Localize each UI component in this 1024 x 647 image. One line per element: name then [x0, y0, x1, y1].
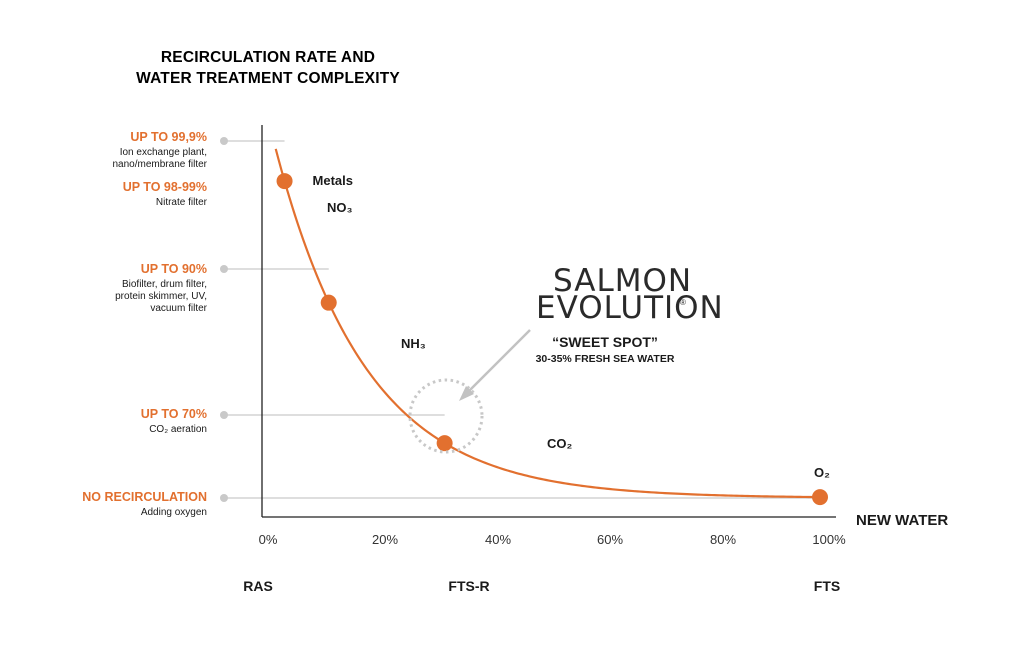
level-guide-dot [220, 494, 228, 502]
data-point [320, 294, 337, 311]
x-axis-label: NEW WATER [856, 512, 948, 529]
level-guides [220, 137, 820, 502]
level-labels: UP TO 99,9% Ion exchange plant,nano/membr… [82, 130, 207, 518]
x-tick-label: 40% [485, 532, 511, 547]
level-description: Adding oxygen [141, 507, 207, 518]
registered-mark: ® [680, 298, 686, 307]
data-point [812, 489, 828, 506]
param-label-o2: O₂ [814, 465, 830, 480]
zone-labels: RAS FTS-R FTS [243, 578, 840, 594]
x-tick-label: 100% [812, 532, 846, 547]
x-ticks: 0% 20% 40% 60% 80% 100% [259, 532, 846, 547]
level-description: Ion exchange plant, [120, 147, 207, 158]
point-label: Metals [313, 173, 353, 188]
level-description: protein skimmer, UV, [115, 291, 207, 302]
brand-logo-line-2: EVOLUTION [536, 290, 724, 326]
sweet-spot-callout: SALMON EVOLUTION ® “SWEET SPOT” 30-35% F… [408, 263, 724, 454]
level-description: Biofilter, drum filter, [122, 279, 207, 290]
level-guide-dot [220, 137, 228, 145]
data-point [436, 435, 453, 452]
level-description: nano/membrane filter [113, 159, 208, 170]
zone-label: FTS-R [448, 578, 489, 594]
brand-logo-line-1: SALMON [553, 263, 692, 299]
param-label-co2: CO₂ [547, 436, 573, 451]
sweet-spot-subtitle: 30-35% FRESH SEA WATER [536, 353, 675, 365]
level-description: vacuum filter [150, 303, 207, 314]
level-title: NO RECIRCULATION [82, 490, 207, 504]
param-label-no3: NO₃ [327, 200, 353, 215]
sweet-spot-arrow-line [462, 329, 531, 398]
data-points: Metals [276, 173, 828, 506]
level-title: UP TO 99,9% [130, 130, 207, 144]
level-guide-dot [220, 411, 228, 419]
axes [261, 125, 836, 518]
x-tick-label: 60% [597, 532, 623, 547]
x-tick-label: 0% [259, 532, 278, 547]
sweet-spot-circle [408, 378, 484, 454]
level-description: Nitrate filter [156, 197, 208, 208]
chart-title-line-1: RECIRCULATION RATE AND [161, 49, 375, 66]
curve-line [274, 148, 820, 499]
param-label-nh3: NH₃ [401, 336, 426, 351]
x-tick-label: 80% [710, 532, 736, 547]
zone-label: FTS [814, 578, 840, 594]
level-title: UP TO 90% [141, 262, 207, 276]
sweet-spot-title: “SWEET SPOT” [552, 334, 658, 350]
zone-label: RAS [243, 578, 273, 594]
chart-title-line-2: WATER TREATMENT COMPLEXITY [136, 70, 400, 87]
level-description: CO₂ aeration [149, 424, 207, 435]
level-title: UP TO 98-99% [123, 180, 207, 194]
sweet-spot-arrow-head [459, 386, 474, 401]
level-title: UP TO 70% [141, 407, 207, 421]
data-point [276, 173, 293, 190]
recirculation-curve [274, 148, 820, 499]
x-tick-label: 20% [372, 532, 398, 547]
level-guide-dot [220, 265, 228, 273]
